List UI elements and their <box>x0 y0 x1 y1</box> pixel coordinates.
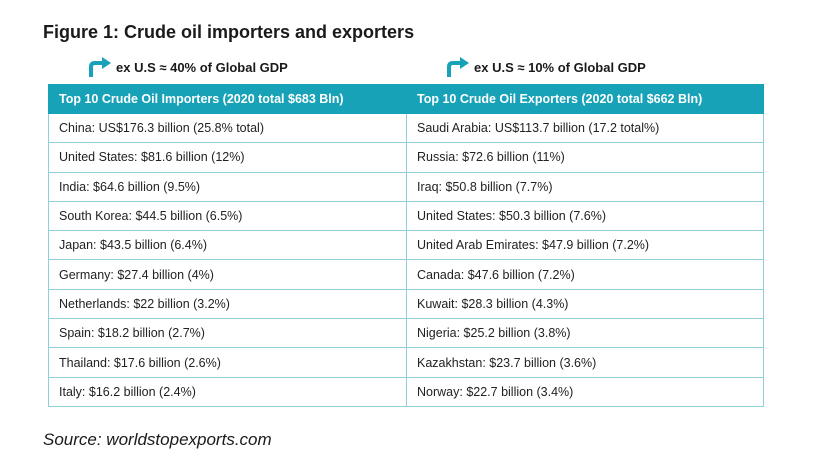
table-row: India: $64.6 billion (9.5%) Iraq: $50.8 … <box>48 171 764 202</box>
figure-title: Figure 1: Crude oil importers and export… <box>43 22 415 42</box>
importer-cell: Japan: $43.5 billion (6.4%) <box>48 230 407 261</box>
turn-right-arrow-icon <box>447 57 469 77</box>
table-row: China: US$176.3 billion (25.8% total) Sa… <box>48 112 764 144</box>
table-row: South Korea: $44.5 billion (6.5%) United… <box>48 200 764 232</box>
importer-cell: Spain: $18.2 billion (2.7%) <box>48 318 407 349</box>
importer-cell: India: $64.6 billion (9.5%) <box>48 171 407 202</box>
importers-gdp-note: ex U.S ≈ 40% of Global GDP <box>86 56 288 78</box>
exporter-cell: Kazakhstan: $23.7 billion (3.6%) <box>406 347 764 378</box>
turn-right-arrow-icon <box>89 57 111 77</box>
exporter-cell: Canada: $47.6 billion (7.2%) <box>406 259 764 290</box>
table-row: Thailand: $17.6 billion (2.6%) Kazakhsta… <box>48 347 764 378</box>
table-row: Netherlands: $22 billion (3.2%) Kuwait: … <box>48 288 764 320</box>
importer-cell: Netherlands: $22 billion (3.2%) <box>48 288 407 320</box>
exporters-header: Top 10 Crude Oil Exporters (2020 total $… <box>406 84 764 114</box>
importer-cell: Italy: $16.2 billion (2.4%) <box>48 376 407 407</box>
importers-gdp-note-text: ex U.S ≈ 40% of Global GDP <box>116 59 288 75</box>
exporter-cell: United States: $50.3 billion (7.6%) <box>406 200 764 232</box>
table-row: Germany: $27.4 billion (4%) Canada: $47.… <box>48 259 764 290</box>
source-citation: Source: worldstopexports.com <box>43 430 272 449</box>
exporter-cell: Nigeria: $25.2 billion (3.8%) <box>406 318 764 349</box>
exporters-gdp-note: ex U.S ≈ 10% of Global GDP <box>444 56 646 78</box>
exporter-cell: Russia: $72.6 billion (11%) <box>406 142 764 173</box>
exporter-cell: Saudi Arabia: US$113.7 billion (17.2 tot… <box>406 112 764 144</box>
importer-cell: Thailand: $17.6 billion (2.6%) <box>48 347 407 378</box>
importer-cell: South Korea: $44.5 billion (6.5%) <box>48 200 407 232</box>
table-row: United States: $81.6 billion (12%) Russi… <box>48 142 764 173</box>
importer-cell: China: US$176.3 billion (25.8% total) <box>48 112 407 144</box>
exporter-cell: United Arab Emirates: $47.9 billion (7.2… <box>406 230 764 261</box>
table-row: Spain: $18.2 billion (2.7%) Nigeria: $25… <box>48 318 764 349</box>
importers-header: Top 10 Crude Oil Importers (2020 total $… <box>48 84 407 114</box>
table-header-row: Top 10 Crude Oil Importers (2020 total $… <box>48 84 764 114</box>
exporter-cell: Iraq: $50.8 billion (7.7%) <box>406 171 764 202</box>
importer-cell: United States: $81.6 billion (12%) <box>48 142 407 173</box>
exporter-cell: Norway: $22.7 billion (3.4%) <box>406 376 764 407</box>
table-row: Japan: $43.5 billion (6.4%) United Arab … <box>48 230 764 261</box>
crude-oil-table: Top 10 Crude Oil Importers (2020 total $… <box>48 84 764 407</box>
exporters-gdp-note-text: ex U.S ≈ 10% of Global GDP <box>474 59 646 75</box>
table-row: Italy: $16.2 billion (2.4%) Norway: $22.… <box>48 376 764 407</box>
exporter-cell: Kuwait: $28.3 billion (4.3%) <box>406 288 764 320</box>
importer-cell: Germany: $27.4 billion (4%) <box>48 259 407 290</box>
